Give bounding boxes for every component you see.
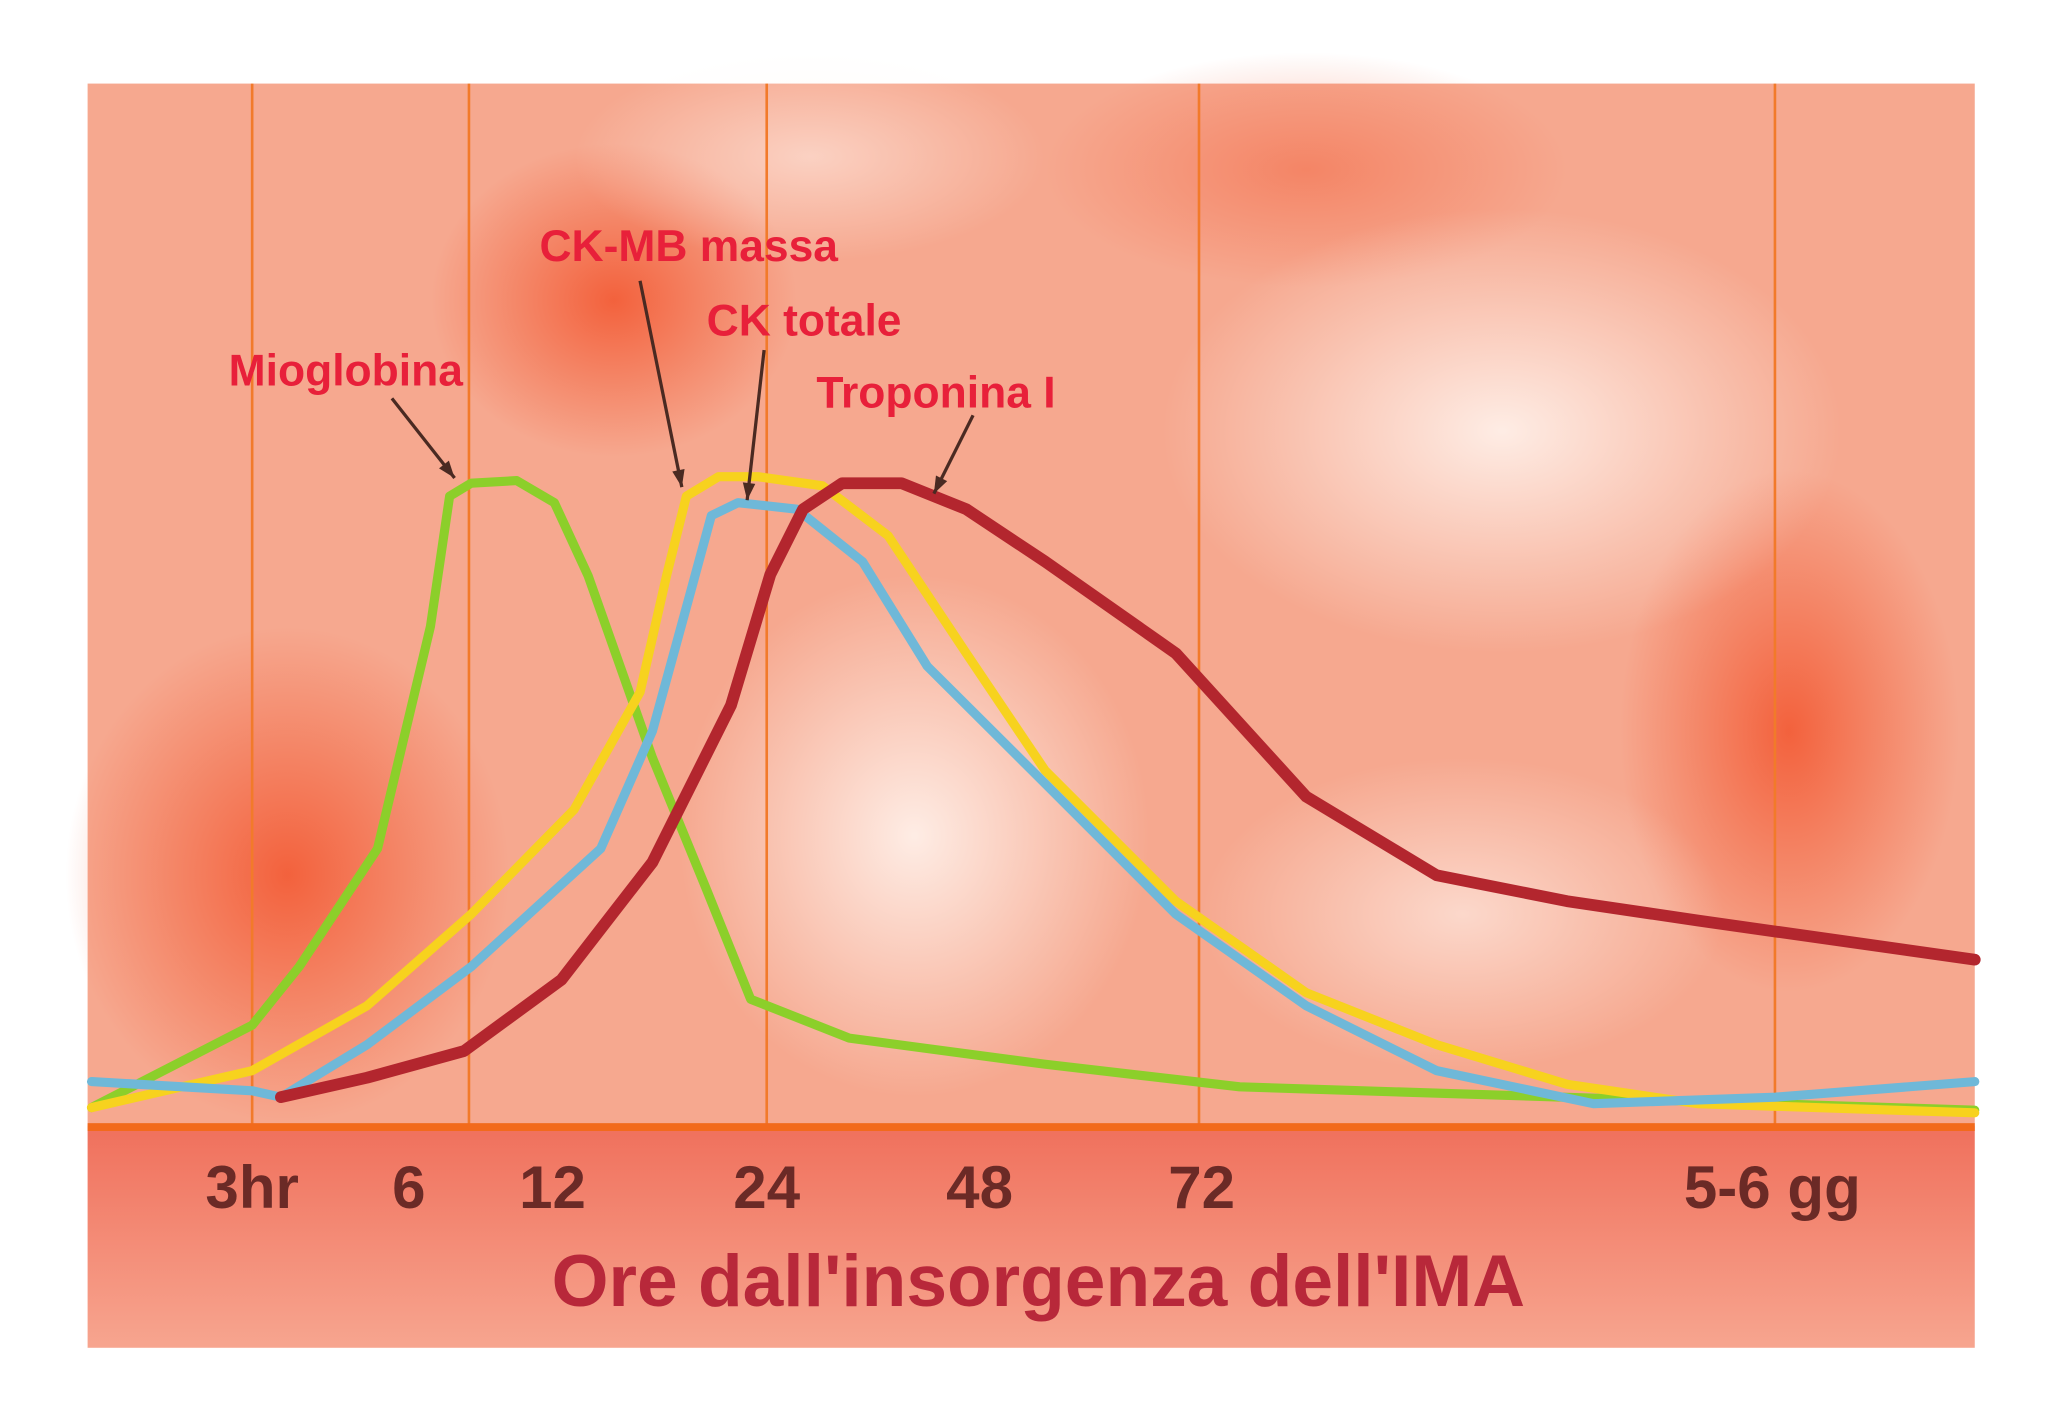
arrow-ck-totale — [745, 349, 766, 501]
vertical-gridlines — [250, 83, 1777, 1126]
x-tick-labels: 3hr 6 12 24 48 72 5-6 gg — [205, 1154, 1860, 1221]
arrowhead-icon — [742, 482, 756, 501]
label-mioglobina: Mioglobina — [229, 346, 464, 395]
x-axis-title: Ore dall'insorgenza dell'IMA — [552, 1241, 1525, 1322]
series-line-mioglobina — [86, 476, 1980, 1115]
annotations: Mioglobina CK-MB massa CK totale Troponi… — [229, 222, 1056, 501]
label-ck-totale: CK totale — [707, 297, 902, 346]
tick-label: 48 — [946, 1154, 1013, 1221]
series-line-ck-mb-massa — [86, 472, 1980, 1118]
arrowhead-icon — [439, 460, 455, 478]
tick-label: 24 — [733, 1154, 800, 1221]
series-line-ck-totale — [86, 498, 1980, 1109]
arrow-ck-mb-massa — [638, 280, 684, 488]
arrowhead-icon — [672, 469, 685, 488]
series-line-troponina-i — [275, 477, 1981, 1104]
arrowhead-icon — [933, 475, 948, 494]
tick-label: 12 — [519, 1154, 586, 1221]
tick-label: 6 — [392, 1154, 425, 1221]
tick-label: 5-6 gg — [1684, 1154, 1861, 1221]
tick-label: 72 — [1168, 1154, 1235, 1221]
tick-label: 3hr — [205, 1154, 298, 1221]
x-axis-band — [87, 1123, 1975, 1348]
series-lines — [86, 472, 1981, 1118]
plot-background — [65, 52, 1975, 1126]
label-troponina-i: Troponina I — [816, 368, 1055, 417]
label-ck-mb-massa: CK-MB massa — [539, 222, 838, 271]
